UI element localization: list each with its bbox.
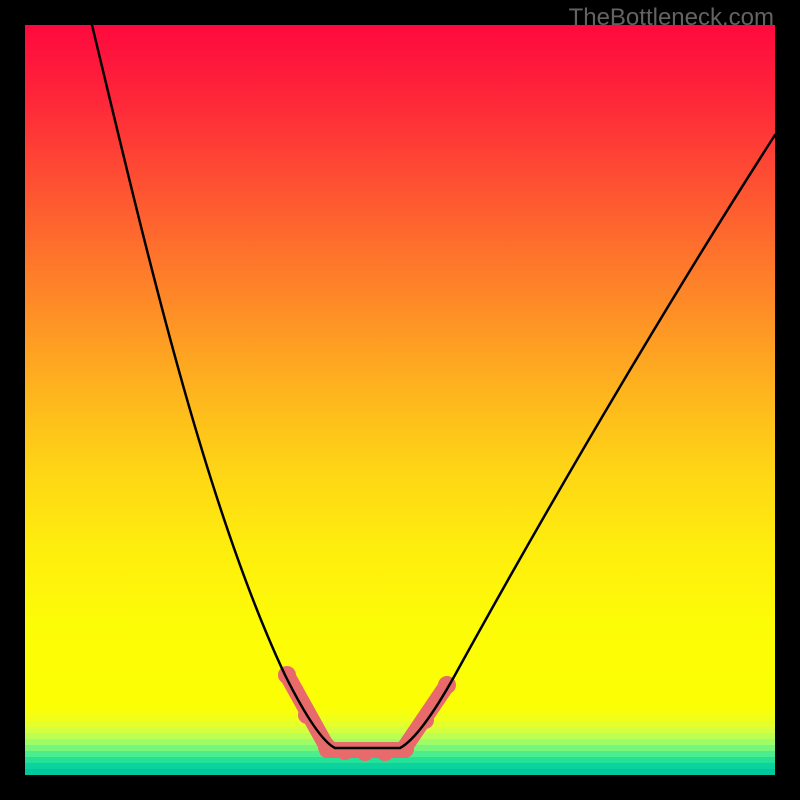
highlight-dot: [356, 743, 374, 761]
watermark-text: TheBottleneck.com: [569, 4, 774, 32]
plot-area: [25, 25, 775, 775]
curve-layer: [25, 25, 775, 775]
chart-container: TheBottleneck.com: [0, 0, 800, 800]
highlight-dot: [336, 742, 354, 760]
highlight-dot: [376, 743, 394, 761]
bottleneck-curve: [92, 25, 775, 748]
